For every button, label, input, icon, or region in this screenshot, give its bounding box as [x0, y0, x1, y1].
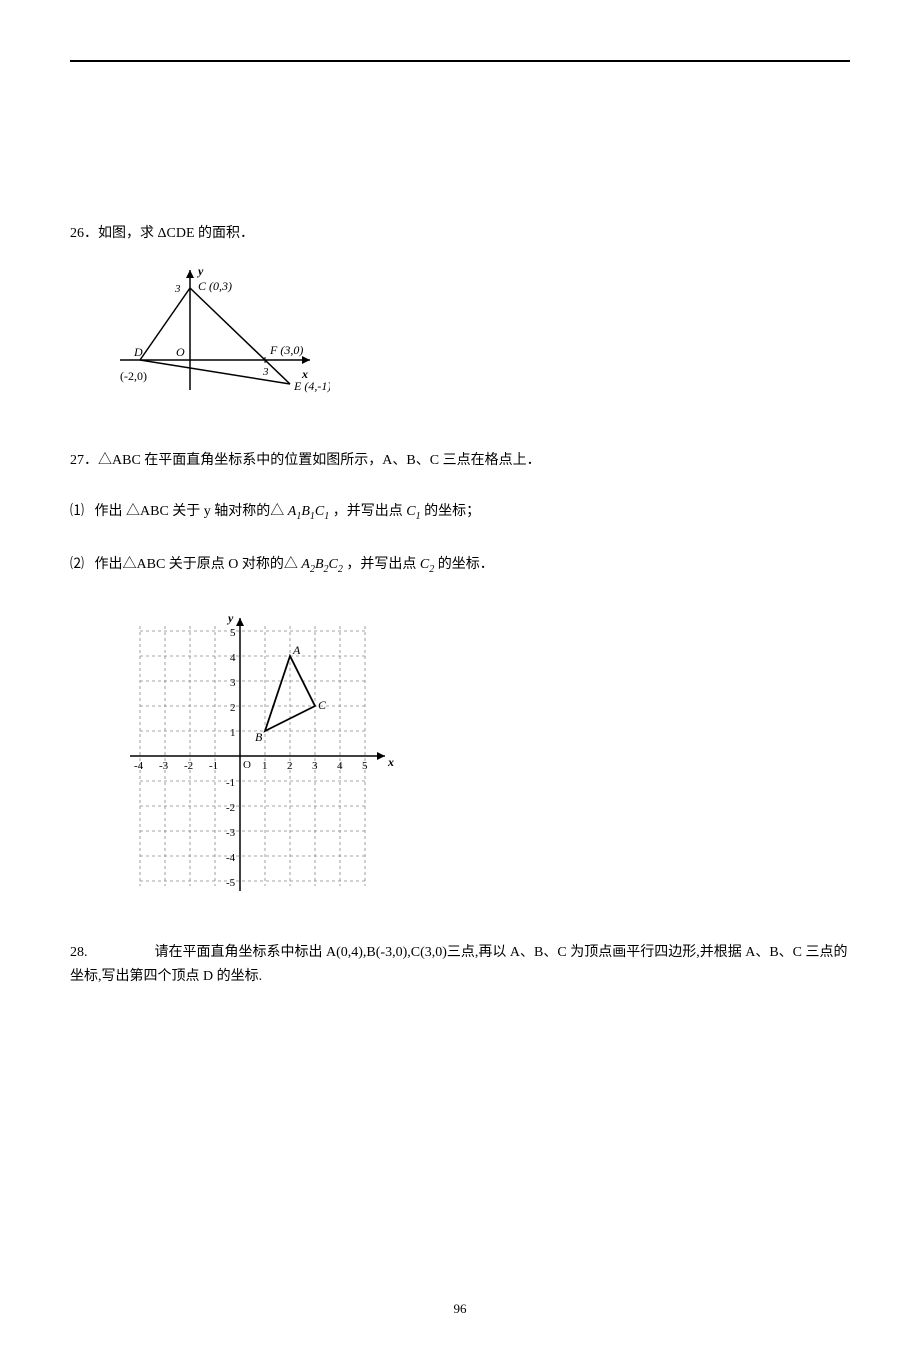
point-A: A	[292, 643, 301, 657]
origin-label: O	[243, 759, 251, 771]
y-tick: -3	[226, 827, 236, 839]
page-number: 96	[0, 1301, 920, 1317]
problem-27: 27．△ABC 在平面直角坐标系中的位置如图所示，A、B、C 三点在格点上．	[70, 449, 850, 473]
sub-text2: ，并写出点	[333, 504, 403, 519]
x-tick: 1	[262, 760, 268, 772]
y-tick: 5	[230, 627, 236, 639]
origin-label: O	[176, 345, 185, 359]
y-tick-3: 3	[174, 283, 181, 295]
x-axis-label: x	[387, 755, 394, 769]
sub-text3: 的坐标．	[438, 557, 494, 572]
x-tick: 4	[337, 760, 343, 772]
sub-text3: 的坐标；	[424, 504, 480, 519]
figure-27: x y O -4 -3 -2 -1 1 2 3 4 5 1 2 3 4 5 -1…	[110, 606, 850, 911]
point-c2: C2	[420, 557, 434, 572]
y-tick: -1	[226, 777, 235, 789]
problem-text: △ABC 在平面直角坐标系中的位置如图所示，A、B、C 三点在格点上．	[98, 453, 541, 468]
problem-number: 27．	[70, 453, 98, 468]
sub-text: 作出 △ABC 关于 y 轴对称的△	[95, 504, 285, 519]
problem-text: 如图，求 ΔCDE 的面积．	[98, 226, 254, 241]
problem-27-sub2: ⑵ 作出△ABC 关于原点 O 对称的△ A2B2C2 ，并写出点 C2 的坐标…	[70, 553, 850, 578]
point-C: C	[318, 698, 327, 712]
problem-text: 请在平面直角坐标系中标出 A(0,4),B(-3,0),C(3,0)三点,再以 …	[70, 945, 848, 984]
y-axis-label: y	[226, 611, 234, 625]
y-tick: -5	[226, 877, 236, 889]
point-E: E (4,-1)	[293, 379, 330, 393]
problem-number: 26．	[70, 226, 98, 241]
x-tick: 5	[362, 760, 368, 772]
x-tick: -4	[134, 760, 144, 772]
y-axis-label: y	[196, 264, 204, 278]
y-tick: 3	[230, 677, 236, 689]
point-F: F (3,0)	[269, 343, 303, 357]
y-tick: -4	[226, 852, 236, 864]
sub-label: ⑴	[70, 504, 84, 519]
triangle-a2b2c2: A2B2C2	[301, 557, 342, 572]
coord-D: (-2,0)	[120, 369, 147, 383]
point-D: D	[133, 345, 143, 359]
sub-label: ⑵	[70, 557, 84, 572]
y-tick: 2	[230, 702, 236, 714]
problem-number: 28.	[70, 945, 88, 960]
problem-28: 28. 请在平面直角坐标系中标出 A(0,4),B(-3,0),C(3,0)三点…	[70, 941, 850, 989]
figure-26: 3 3 y x O C (0,3) D (-2,0) F (3,0) E (4,…	[110, 260, 850, 419]
top-rule	[70, 60, 850, 62]
point-c1: C1	[406, 504, 420, 519]
y-tick: -2	[226, 802, 235, 814]
triangle-a1b1c1: A1B1C1	[288, 504, 329, 519]
point-C: C (0,3)	[198, 279, 232, 293]
point-B: B	[255, 730, 263, 744]
problem-26: 26．如图，求 ΔCDE 的面积． 3 3 y x O	[70, 222, 850, 419]
x-tick: -3	[159, 760, 169, 772]
problem-27-sub1: ⑴ 作出 △ABC 关于 y 轴对称的△ A1B1C1 ，并写出点 C1 的坐标…	[70, 500, 850, 525]
x-tick: -1	[209, 760, 218, 772]
x-tick-3: 3	[262, 366, 269, 378]
y-tick: 4	[230, 652, 236, 664]
sub-text: 作出△ABC 关于原点 O 对称的△	[95, 557, 298, 572]
x-tick: 3	[312, 760, 318, 772]
sub-text2: ，并写出点	[346, 557, 416, 572]
x-tick: -2	[184, 760, 193, 772]
y-tick: 1	[230, 727, 236, 739]
x-tick: 2	[287, 760, 293, 772]
